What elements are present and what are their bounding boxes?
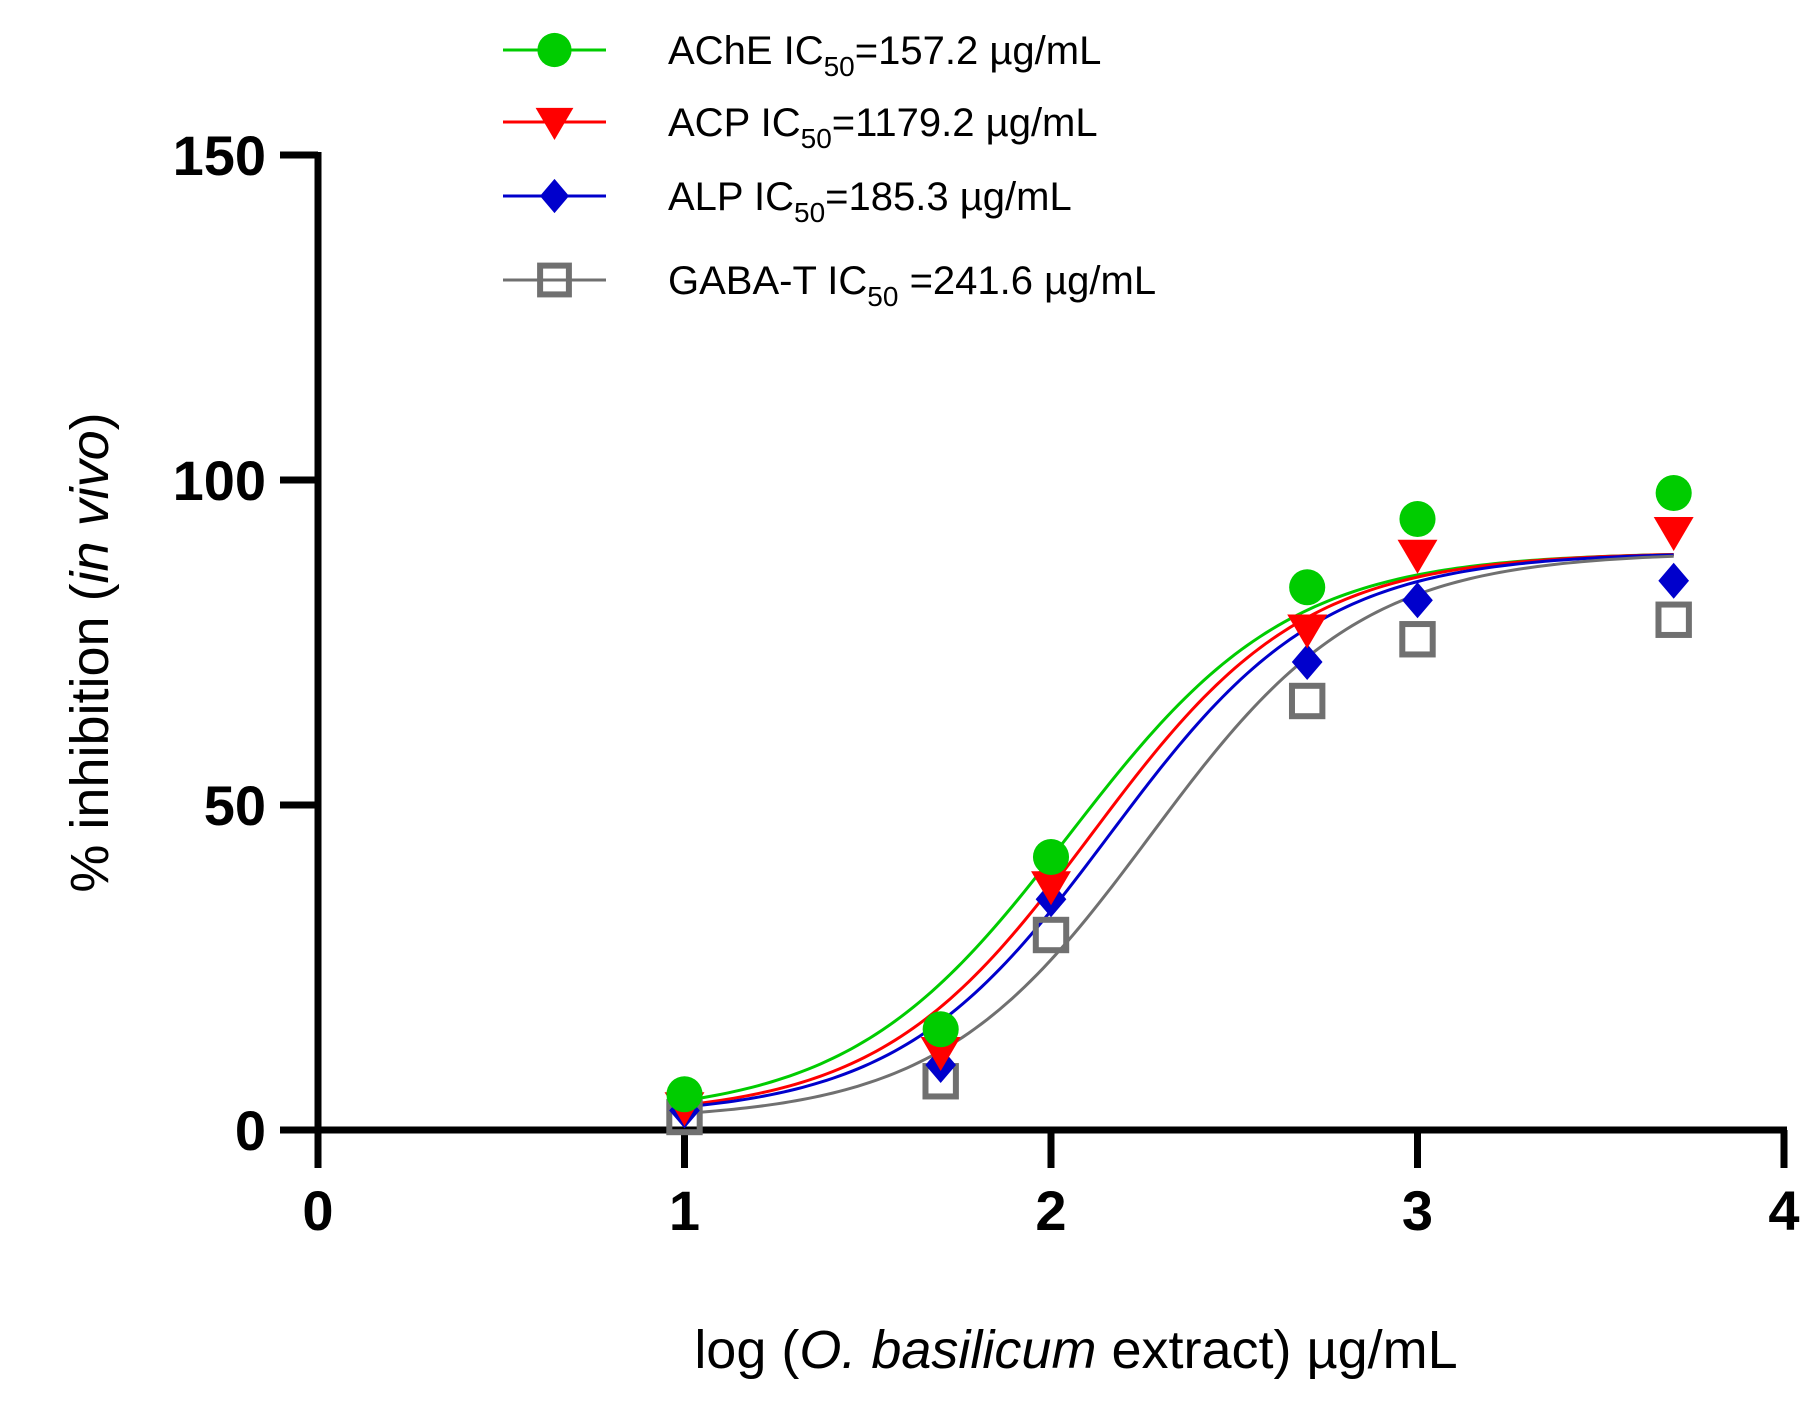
fit-curve-ache xyxy=(684,552,1674,1103)
legend-item-alp: ALP IC50=185.3 µg/mL xyxy=(503,175,1072,228)
legend-item-acp: ACP IC50=1179.2 µg/mL xyxy=(503,101,1098,154)
legend-label: ACP IC50=1179.2 µg/mL xyxy=(668,101,1098,154)
y-tick-label: 100 xyxy=(173,449,266,512)
data-point-acp xyxy=(920,1037,961,1071)
x-tick-label: 1 xyxy=(669,1179,700,1242)
y-tick-label: 150 xyxy=(173,124,266,187)
fit-curve-alp xyxy=(684,553,1674,1109)
x-tick-label: 0 xyxy=(302,1179,333,1242)
y-axis-title-italic: in vivo xyxy=(60,430,120,583)
data-point-alp xyxy=(1291,643,1323,681)
legend-marker xyxy=(537,262,572,298)
legend-item-gaba-t: GABA-T IC50 =241.6 µg/mL xyxy=(503,259,1156,312)
x-axis-title-prefix: log ( xyxy=(694,1320,799,1380)
legend-label-subscript: 50 xyxy=(867,281,898,312)
legend-marker xyxy=(537,32,572,68)
x-axis-title: log (O. basilicum extract) µg/mL xyxy=(694,1320,1457,1380)
y-tick-label: 0 xyxy=(235,1099,266,1162)
y-axis-title-prefix: % inhibition ( xyxy=(60,583,120,892)
legend-label-subscript: 50 xyxy=(824,51,855,82)
data-point-gaba-t xyxy=(1032,916,1070,954)
y-axis-title: % inhibition (in vivo) xyxy=(60,412,120,892)
data-point-ache xyxy=(1289,569,1326,606)
x-tick-label: 3 xyxy=(1402,1179,1433,1242)
legend-label-suffix: =185.3 µg/mL xyxy=(825,175,1072,219)
data-point-acp xyxy=(1397,539,1438,574)
data-point-acp xyxy=(1653,517,1694,551)
fit-curve-acp xyxy=(684,552,1674,1107)
data-point-ache xyxy=(666,1076,703,1113)
legend-label-prefix: AChE IC xyxy=(668,29,824,73)
x-axis-title-suffix: extract) µg/mL xyxy=(1096,1320,1457,1380)
legend-marker xyxy=(539,178,570,214)
legend-marker xyxy=(535,107,574,140)
legend-label-prefix: ACP IC xyxy=(668,101,801,145)
data-point-acp xyxy=(1031,871,1071,906)
legend-label-prefix: GABA-T IC xyxy=(668,259,867,303)
data-point-alp xyxy=(1402,582,1433,619)
data-point-ache xyxy=(922,1011,959,1048)
legend-label-subscript: 50 xyxy=(794,197,825,228)
y-tick-label: 50 xyxy=(204,774,266,837)
x-tick-label: 4 xyxy=(1768,1179,1799,1242)
data-point-ache xyxy=(1399,500,1436,538)
legend-label-suffix: =241.6 µg/mL xyxy=(898,259,1156,303)
legend-label-prefix: ALP IC xyxy=(668,175,794,219)
data-point-ache xyxy=(1655,474,1692,512)
x-axis-ticks: 0 1 2 3 4 xyxy=(302,1130,1800,1242)
data-point-gaba-t xyxy=(1288,682,1326,720)
y-axis-ticks: 0 50 100 150 xyxy=(173,124,318,1162)
fit-curve-gaba-t xyxy=(684,554,1674,1115)
data-point-alp xyxy=(1658,562,1690,599)
x-tick-label: 2 xyxy=(1035,1179,1066,1242)
legend-label: AChE IC50=157.2 µg/mL xyxy=(668,29,1101,82)
legend-label: ALP IC50=185.3 µg/mL xyxy=(668,175,1072,228)
legend-label-suffix: =1179.2 µg/mL xyxy=(832,101,1098,145)
legend-item-ache: AChE IC50=157.2 µg/mL xyxy=(503,29,1101,82)
legend-label: GABA-T IC50 =241.6 µg/mL xyxy=(668,259,1156,312)
fit-curves xyxy=(684,552,1674,1115)
data-point-gaba-t xyxy=(1399,621,1436,658)
data-markers xyxy=(664,474,1694,1136)
x-axis-title-italic: O. basilicum xyxy=(799,1320,1096,1380)
legend-label-subscript: 50 xyxy=(801,123,832,154)
data-point-gaba-t xyxy=(1655,601,1692,638)
data-point-ache xyxy=(1032,838,1070,876)
y-axis-title-suffix: ) xyxy=(60,412,120,430)
legend-label-suffix: =157.2 µg/mL xyxy=(855,29,1102,73)
data-point-acp xyxy=(1287,614,1328,649)
